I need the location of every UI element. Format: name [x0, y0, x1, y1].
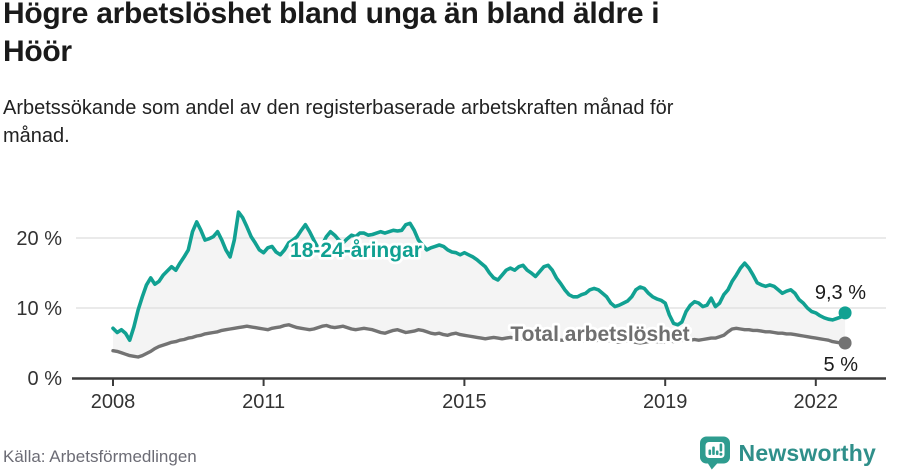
annotation-1: 18-24-åringar — [290, 239, 422, 262]
y-tick-label-0: 0 % — [28, 368, 63, 390]
annotation-4: 5 % — [824, 354, 859, 376]
newsworthy-bar-chart-pin-icon — [699, 436, 730, 470]
x-tick-label-2022: 2022 — [794, 391, 839, 413]
title-line-2: Höör — [3, 35, 72, 68]
x-tick-label-2011: 2011 — [242, 391, 285, 413]
series-line-2 — [111, 323, 847, 359]
subtitle-line-2: månad. — [3, 125, 70, 147]
title-line-1: Högre arbetslöshet bland unga än bland ä… — [3, 0, 660, 30]
x-tick-label-2015: 2015 — [442, 391, 487, 413]
newsworthy-logo[interactable]: Newsworthy — [699, 436, 876, 470]
source-text: Källa: Arbetsförmedlingen — [3, 447, 197, 466]
fill-between-series — [113, 212, 846, 357]
end-dot-series-1 — [838, 306, 852, 320]
series-line-1 — [111, 210, 847, 343]
line-chart: 2008 2011 2015 2019 2022 0 % 10 % 20 % 18-24-åri… — [16, 210, 886, 413]
annotation-3: 9,3 % — [815, 282, 866, 304]
subtitle-line-1: Arbetssökande som andel av den registerb… — [3, 97, 674, 119]
page-title: Högre arbetslöshet bland unga än bland ä… — [3, 0, 897, 71]
newsworthy-wordmark: Newsworthy — [738, 439, 876, 466]
annotation-2: Total arbetslöshet — [510, 323, 689, 346]
x-tick-label-2008: 2008 — [91, 391, 136, 413]
x-tick-label-2019: 2019 — [643, 391, 688, 413]
y-tick-label-10: 10 % — [16, 298, 62, 320]
chart-subtitle: Arbetssökande som andel av den registerb… — [3, 94, 843, 150]
end-dot-series-2 — [838, 336, 852, 350]
y-tick-label-20: 20 % — [16, 228, 62, 250]
